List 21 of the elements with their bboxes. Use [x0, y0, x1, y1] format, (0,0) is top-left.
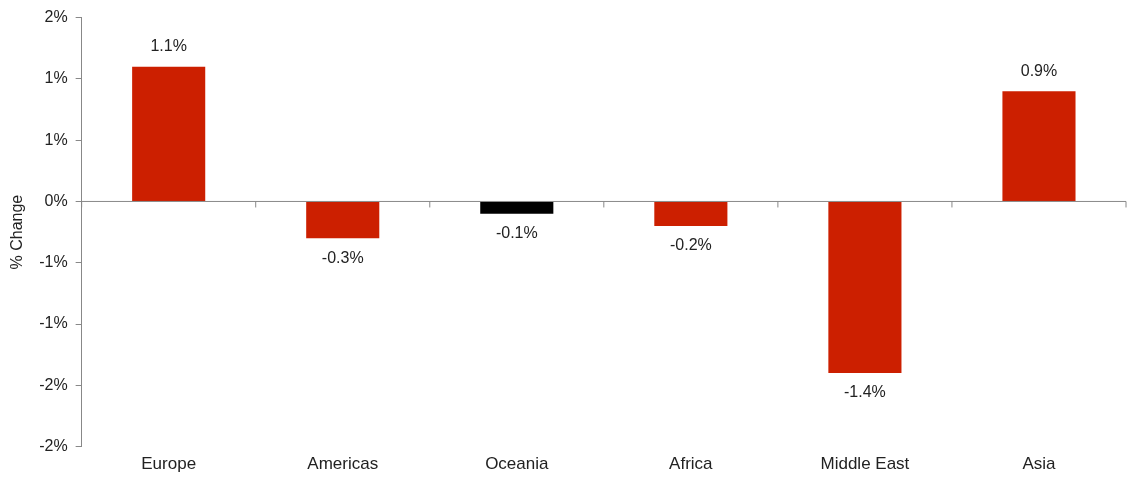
y-tick-label: 1% [44, 130, 68, 148]
data-label: 0.9% [1020, 61, 1058, 79]
y-tick-label: -2% [39, 375, 68, 393]
data-label: -0.1% [495, 224, 538, 242]
y-axis-title: % Change [8, 194, 26, 270]
x-tick-label: Europe [141, 454, 197, 474]
data-label: -0.3% [321, 248, 364, 266]
y-tick-label: 0% [44, 191, 68, 209]
data-label: 1.1% [150, 37, 187, 55]
data-label: -0.2% [669, 236, 712, 254]
y-tick-label: -1% [39, 314, 68, 332]
x-tick-label: Oceania [485, 454, 549, 474]
y-tick-label: 2% [44, 8, 68, 26]
x-tick-label: Africa [669, 454, 714, 474]
y-tick-label: -2% [39, 437, 68, 455]
x-tick-label: Middle East [820, 454, 910, 474]
y-tick-label: -1% [39, 253, 68, 271]
data-label: -1.4% [844, 383, 886, 401]
x-tick-label: Asia [1022, 454, 1057, 474]
y-tick-label: 1% [44, 69, 68, 87]
x-tick-label: Americas [307, 454, 379, 474]
